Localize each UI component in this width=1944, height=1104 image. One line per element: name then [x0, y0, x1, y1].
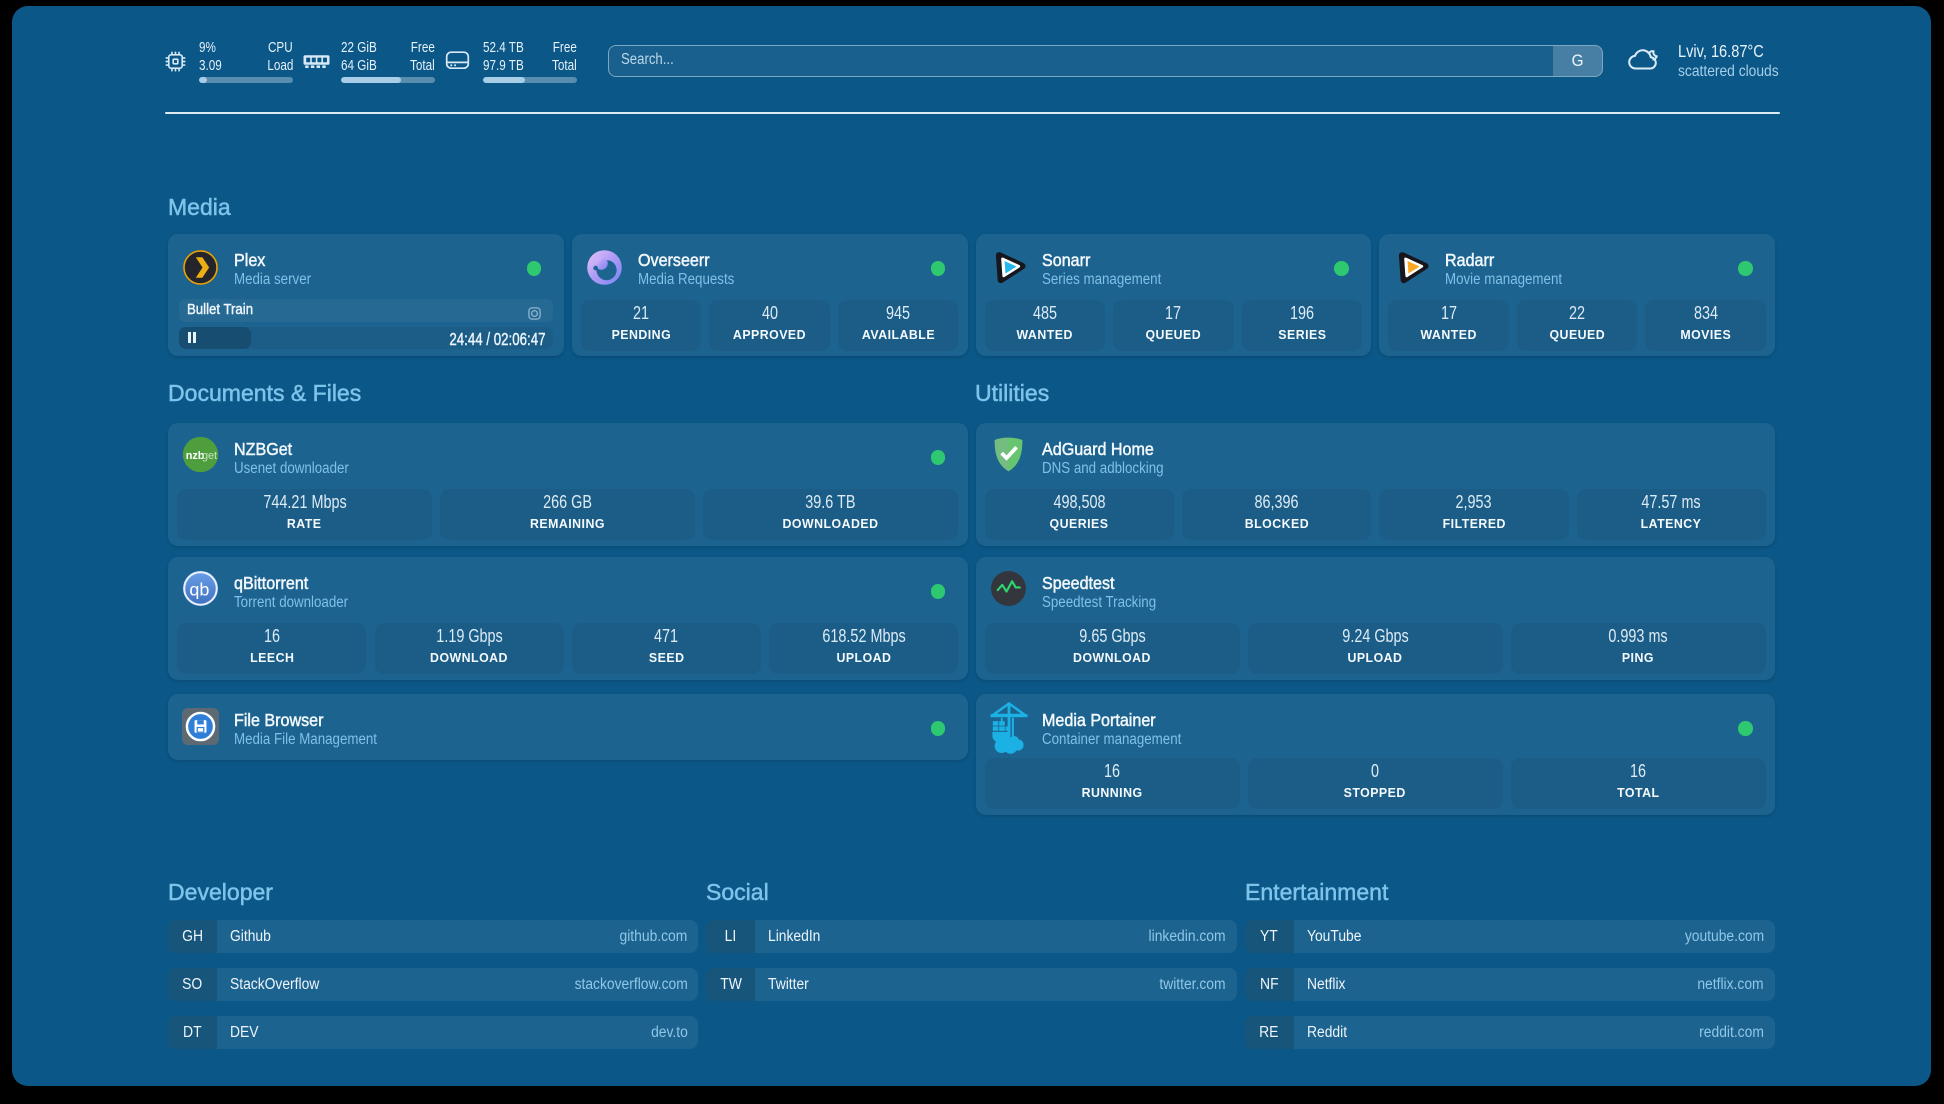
- svg-text:get: get: [202, 450, 217, 462]
- svg-text:qb: qb: [189, 579, 209, 599]
- svg-text:nzb: nzb: [186, 450, 205, 462]
